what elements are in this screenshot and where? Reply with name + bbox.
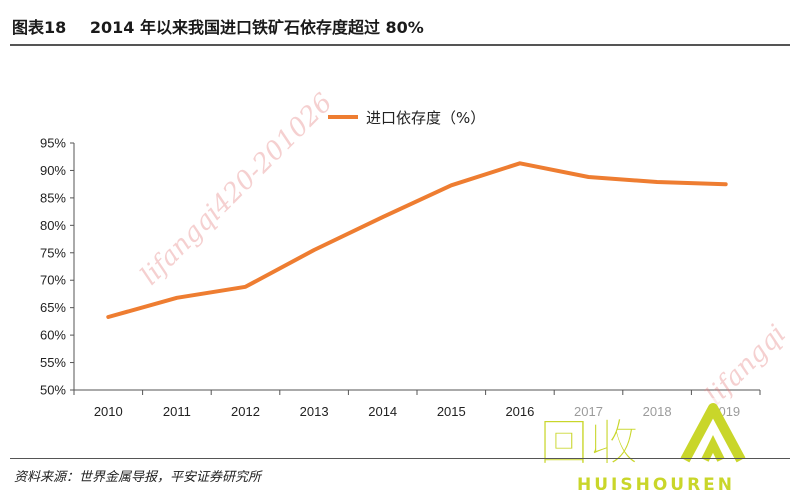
series-line [106, 161, 728, 319]
y-axis-ticks: 50% 55% 60% 65% 70% 75% 80% 85% 90% 95% [40, 136, 74, 398]
logo-main-text: 回收 [539, 414, 639, 472]
x-tick-label: 2016 [505, 404, 534, 419]
footer-rule [10, 458, 790, 459]
x-tick-label: 2011 [163, 404, 191, 419]
y-tick-label: 75% [40, 245, 66, 260]
figure-title: 2014 年以来我国进口铁矿石依存度超过 80% [89, 18, 424, 37]
y-tick-label: 50% [40, 383, 66, 398]
y-tick-label: 85% [40, 190, 66, 205]
y-tick-label: 70% [40, 273, 66, 288]
x-tick-label: 2012 [231, 404, 260, 419]
series-group [106, 161, 728, 319]
line-chart: 进口依存度（%） 50%55%60%65%70%75%80%85%90%95% … [40, 109, 761, 419]
figure-number: 图表18 [12, 18, 67, 37]
logo: 回收 HUISHOUREN [535, 398, 765, 494]
logo-sub-text: HUISHOUREN [577, 475, 735, 494]
x-tick-label: 2014 [368, 404, 397, 419]
legend: 进口依存度（%） [328, 109, 485, 127]
y-tick-label: 95% [40, 136, 66, 151]
source-note: 资料来源：世界金属导报，平安证券研究所 [14, 470, 262, 485]
x-tick-label: 2010 [94, 404, 123, 419]
x-tick-label: 2015 [437, 404, 466, 419]
y-tick-label: 60% [40, 328, 66, 343]
legend-label: 进口依存度（%） [366, 109, 485, 127]
y-tick-label: 90% [40, 163, 66, 178]
y-tick-label: 55% [40, 355, 66, 370]
logo-mark-icon [680, 403, 746, 463]
figure-header: 图表18 2014 年以来我国进口铁矿石依存度超过 80% [10, 14, 790, 38]
y-tick-label: 65% [40, 300, 66, 315]
x-tick-label: 2013 [300, 404, 329, 419]
y-tick-label: 80% [40, 218, 66, 233]
header-rule [10, 44, 790, 46]
